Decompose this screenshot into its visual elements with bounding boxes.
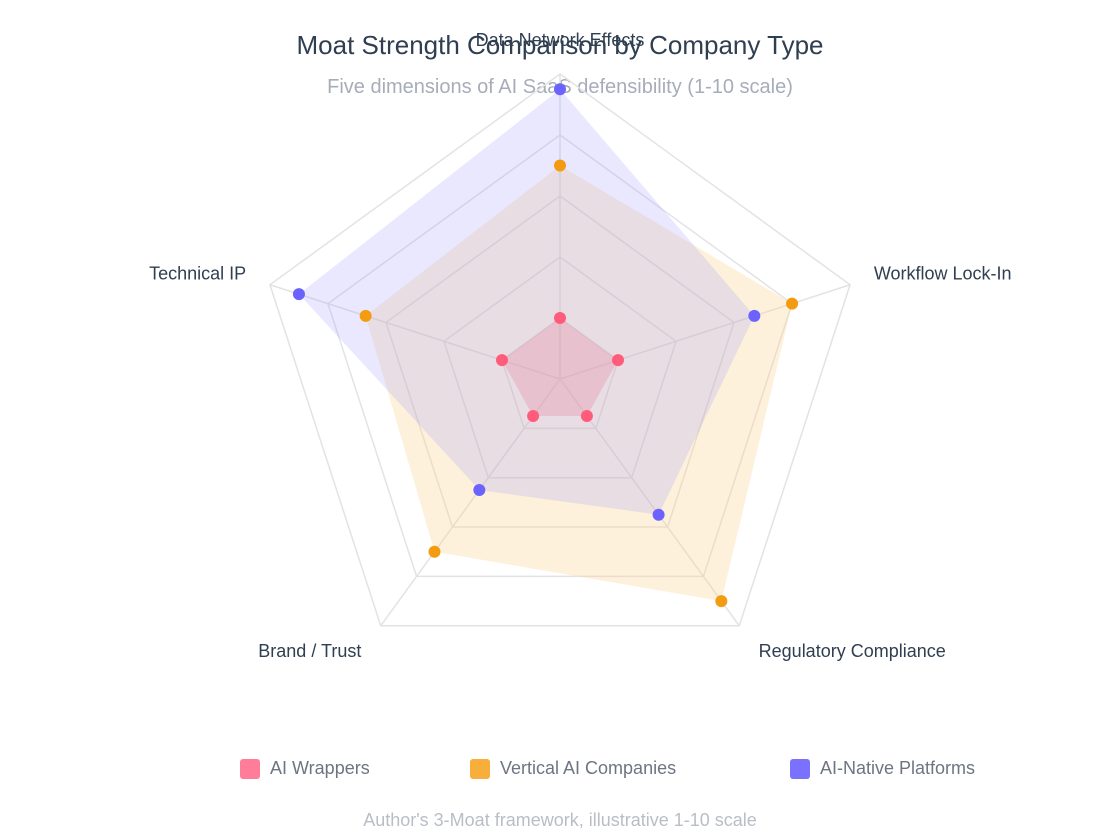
data-point-s3-1[interactable] (554, 83, 566, 96)
grid-ring-1 (501, 317, 619, 430)
chart-footnote: Author's 3-Moat framework, illustrative … (363, 810, 757, 830)
series-area-2 (365, 165, 793, 602)
axis-label-3: Regulatory Compliance (759, 641, 946, 661)
grid-ring-3 (385, 195, 735, 528)
legend-item-2[interactable]: Vertical AI Companies (470, 758, 676, 779)
legend: AI Wrappers Vertical AI Companies AI-Nativ… (0, 758, 1120, 788)
series-area-1 (501, 318, 619, 417)
axis-label-1: Data Network Effects (476, 30, 645, 50)
grid-ring-4 (327, 134, 793, 578)
axis-label-5: Technical IP (149, 263, 246, 283)
data-point-s1-3[interactable] (580, 410, 593, 423)
legend-item-1[interactable]: AI Wrappers (240, 758, 370, 779)
axis-line-2 (559, 284, 851, 380)
series-area-3 (298, 89, 755, 515)
legend-label: Vertical AI Companies (500, 758, 677, 778)
legend-label: AI Wrappers (270, 758, 370, 778)
legend-swatch (790, 758, 810, 779)
series-areas (298, 89, 793, 602)
data-point-s2-3[interactable] (715, 595, 728, 608)
data-point-s3-2[interactable] (748, 309, 761, 322)
data-point-s1-2[interactable] (612, 354, 625, 367)
legend-swatch (240, 758, 260, 779)
legend-item-3[interactable]: AI-Native Platforms (790, 758, 975, 779)
data-point-s3-3[interactable] (652, 508, 665, 521)
data-point-s2-5[interactable] (359, 309, 372, 322)
data-point-s2-1[interactable] (554, 159, 566, 172)
grid-ring-5 (269, 73, 851, 627)
grid-ring-2 (443, 256, 677, 479)
axis-label-2: Workflow Lock-In (874, 263, 1012, 283)
chart-title: Moat Strength Comparison by Company Type (296, 30, 824, 60)
data-point-s1-1[interactable] (554, 312, 566, 324)
legend-swatch (470, 758, 490, 779)
axis-labels: Data Network Effects Workflow Lock-In Regu… (149, 30, 1011, 661)
data-point-s2-4[interactable] (428, 545, 441, 558)
axis-line-5 (269, 284, 561, 380)
series-points (292, 83, 799, 608)
data-point-s1-4[interactable] (527, 410, 540, 423)
data-point-s3-5[interactable] (292, 288, 305, 301)
legend-label: AI-Native Platforms (820, 758, 976, 778)
data-point-s1-5[interactable] (495, 354, 508, 367)
data-point-s2-2[interactable] (786, 297, 799, 310)
data-point-s3-4[interactable] (473, 484, 486, 497)
axis-label-4: Brand / Trust (258, 641, 361, 661)
